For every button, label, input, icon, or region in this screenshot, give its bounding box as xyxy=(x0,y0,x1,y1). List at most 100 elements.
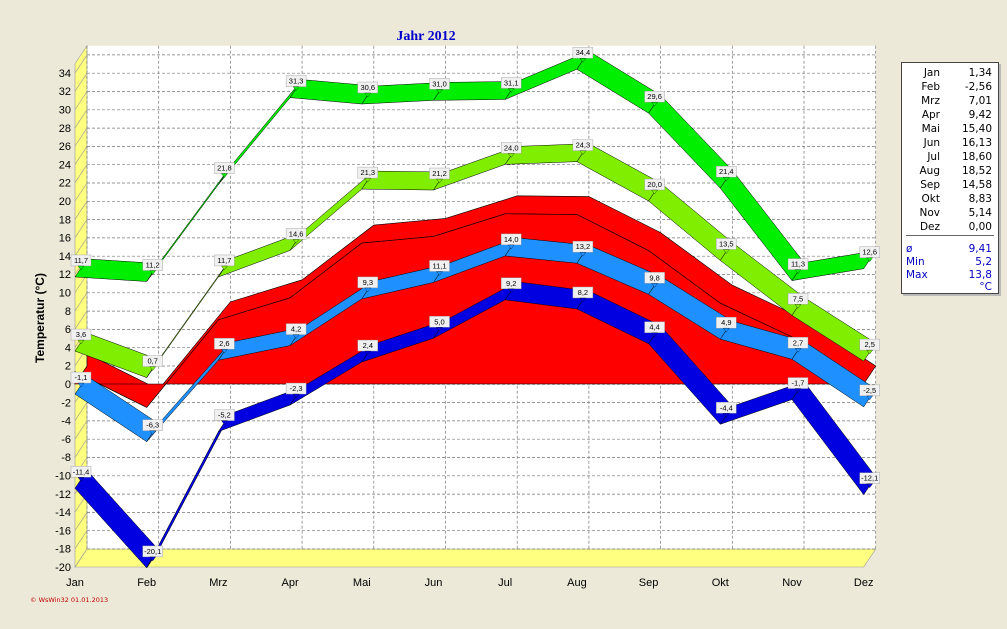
legend-month: Apr xyxy=(921,109,940,121)
legend-month-row: Jul 18,60 xyxy=(902,151,998,165)
chart-title: Jahr 2012 xyxy=(396,29,455,44)
legend-stat-name: Min xyxy=(906,256,925,268)
data-label: 3,6 xyxy=(76,330,86,339)
y-tick-label: 8 xyxy=(65,306,71,318)
legend-stat-value: 5,2 xyxy=(975,256,992,268)
data-label: 2,6 xyxy=(219,339,229,348)
legend-month-value: 1,34 xyxy=(968,67,992,79)
data-label: 11,7 xyxy=(217,256,231,265)
data-marker xyxy=(651,332,658,337)
y-tick-label: 24 xyxy=(59,159,71,171)
legend-month: Nov xyxy=(919,207,941,219)
gridline-wall xyxy=(74,91,88,110)
legend-stat-name: Max xyxy=(906,269,928,281)
data-label: 31,1 xyxy=(504,78,519,87)
data-marker xyxy=(292,393,300,399)
data-label: 4,4 xyxy=(649,323,659,332)
data-label: 21,4 xyxy=(719,167,734,176)
data-label: -11,4 xyxy=(73,467,90,476)
gridline-wall xyxy=(74,237,88,257)
y-tick-label: 10 xyxy=(59,288,71,300)
y-tick-label: 2 xyxy=(65,361,71,373)
data-label: -1,7 xyxy=(792,379,805,388)
legend-unit: °C xyxy=(979,281,992,293)
data-label: 8,2 xyxy=(578,288,588,297)
gridline-wall xyxy=(74,420,88,440)
data-marker xyxy=(866,349,874,355)
data-marker xyxy=(507,288,515,294)
gridline-wall xyxy=(74,292,88,311)
data-marker xyxy=(722,328,730,333)
data-label: -2,3 xyxy=(290,384,303,393)
data-label: 20,0 xyxy=(647,180,662,189)
gridline-wall xyxy=(74,54,88,74)
data-marker xyxy=(292,334,300,339)
legend-month-row: Feb -2,56 xyxy=(902,81,998,95)
legend-month-value: 14,58 xyxy=(961,179,992,191)
legend-month-row: Sep 14,58 xyxy=(902,179,998,193)
data-label: 2,7 xyxy=(793,338,803,347)
gridline-wall xyxy=(74,73,88,92)
gridline-wall xyxy=(74,548,88,568)
data-label: 11,7 xyxy=(74,256,88,265)
data-label: 34,4 xyxy=(576,48,591,57)
data-marker xyxy=(579,297,587,303)
gridline-wall xyxy=(74,201,88,220)
data-label: 13,2 xyxy=(576,242,591,251)
y-tick-label: 18 xyxy=(59,214,71,226)
data-label: 24,0 xyxy=(504,143,519,152)
data-marker xyxy=(77,265,85,271)
data-marker xyxy=(866,483,874,488)
data-marker xyxy=(507,153,515,158)
data-label: 21,2 xyxy=(432,169,447,178)
gridline-wall xyxy=(74,310,88,330)
data-label: 29,6 xyxy=(647,92,662,101)
data-label: 9,2 xyxy=(506,279,516,288)
data-marker xyxy=(651,189,658,195)
legend-month-row: Apr 9,42 xyxy=(902,109,998,123)
data-marker xyxy=(364,177,372,183)
data-marker xyxy=(579,252,587,257)
y-tick-label: 4 xyxy=(65,342,71,354)
data-label: 0,7 xyxy=(147,357,157,366)
data-marker xyxy=(507,244,515,250)
data-marker xyxy=(579,58,587,63)
legend-stat-min: Min 5,2 xyxy=(902,256,998,270)
legend-month-row: Dez 0,00 xyxy=(902,221,998,235)
x-tick-label: Dez xyxy=(854,577,874,589)
legend-stat-value: 9,41 xyxy=(968,243,992,255)
y-tick-label: -8 xyxy=(61,452,71,464)
data-marker xyxy=(221,173,228,178)
data-marker xyxy=(364,287,372,293)
data-label: 21,8 xyxy=(217,164,232,173)
data-marker xyxy=(149,430,156,435)
data-label: 31,3 xyxy=(289,77,304,86)
data-marker xyxy=(292,239,300,244)
legend-month-value: 8,83 xyxy=(968,193,992,205)
data-label: -1,1 xyxy=(75,373,88,382)
x-tick-label: Aug xyxy=(567,577,587,589)
legend-month-row: Aug 18,52 xyxy=(902,165,998,179)
data-marker xyxy=(722,249,730,254)
data-marker xyxy=(77,477,85,482)
data-marker xyxy=(651,102,658,107)
x-tick-label: Nov xyxy=(782,577,802,589)
data-marker xyxy=(221,349,228,354)
legend-month: Jan xyxy=(923,67,940,79)
gridline-wall xyxy=(74,402,88,421)
y-tick-label: -18 xyxy=(55,544,71,556)
data-marker xyxy=(436,178,443,184)
data-label: 4,2 xyxy=(291,325,301,334)
legend-stat-max: Max 13,8 xyxy=(902,269,998,283)
y-tick-label: -16 xyxy=(55,525,71,537)
legend-divider xyxy=(906,235,994,236)
data-label: 5,0 xyxy=(434,317,444,326)
data-label: -20,1 xyxy=(144,547,161,556)
legend-stat-name: ø xyxy=(906,243,913,255)
legend-month-row: Mrz 7,01 xyxy=(902,95,998,109)
y-tick-label: 14 xyxy=(59,251,71,263)
legend-month: Sep xyxy=(920,179,940,191)
data-label: -2,5 xyxy=(863,386,876,395)
gridline-wall xyxy=(74,182,88,202)
gridline-wall xyxy=(74,219,88,238)
